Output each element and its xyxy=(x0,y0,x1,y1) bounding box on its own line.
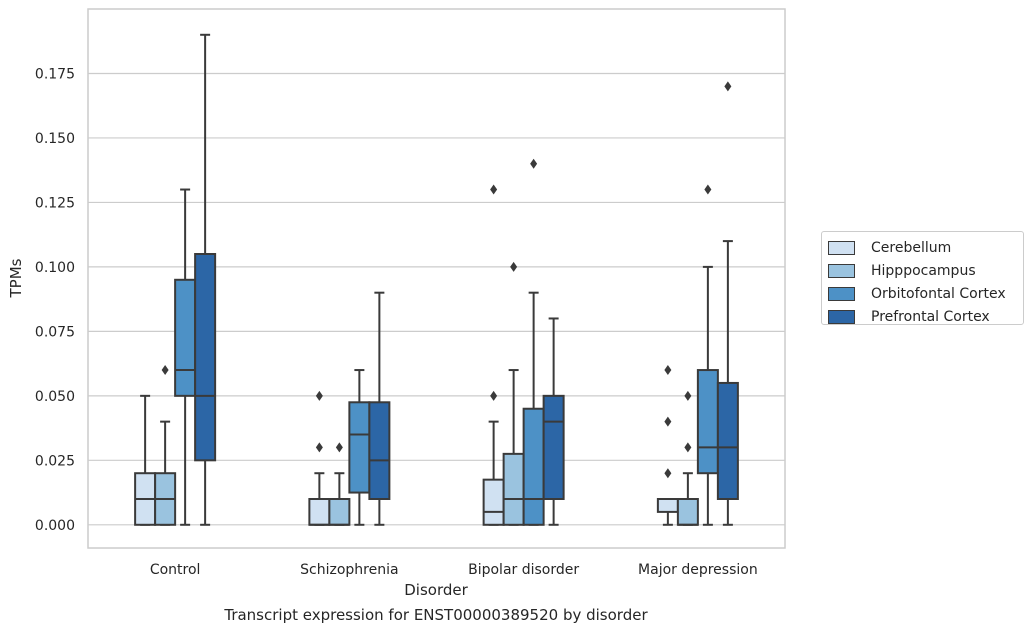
box-orbitofontal-cortex xyxy=(522,158,545,526)
legend-label-orbitofrontal: Orbitofontal Cortex xyxy=(871,285,1006,302)
box-orbitofontal-cortex xyxy=(696,184,719,526)
outlier-point xyxy=(664,468,672,479)
box-orbitofontal-cortex xyxy=(174,188,197,526)
y-tick-label: 0.000 xyxy=(35,518,75,534)
outlier-point xyxy=(684,390,692,401)
box-prefrontal-cortex xyxy=(542,317,565,526)
legend-label-hippocampus: Hipppocampus xyxy=(871,262,976,279)
box-iqr xyxy=(328,498,351,526)
outlier-point xyxy=(315,390,323,401)
outlier-point xyxy=(530,158,538,169)
box-orbitofontal-cortex xyxy=(348,369,371,526)
box-hipppocampus xyxy=(154,365,177,526)
legend-swatch-hippocampus xyxy=(828,263,855,278)
x-tick-label: Control xyxy=(150,562,201,578)
outlier-point xyxy=(724,81,732,92)
y-tick-label: 0.125 xyxy=(35,195,75,211)
x-tick-label: Bipolar disorder xyxy=(468,562,579,578)
y-tick-label: 0.050 xyxy=(35,389,75,405)
outlier-point xyxy=(684,442,692,453)
legend-swatch-prefrontal xyxy=(828,309,855,324)
legend-label-prefrontal: Prefrontal Cortex xyxy=(871,308,990,325)
box-hipppocampus xyxy=(328,442,351,526)
box-cerebellum xyxy=(482,184,505,526)
box-hipppocampus xyxy=(502,261,525,526)
outlier-point xyxy=(315,442,323,453)
axis-layer: 0.000 0.025 0.050 0.075 0.100 0.125 0.150 0.175… xyxy=(35,66,758,578)
legend-swatch-cerebellum xyxy=(828,240,855,255)
outlier-point xyxy=(664,365,672,376)
box-iqr xyxy=(174,278,197,397)
box-layer xyxy=(134,33,739,526)
box-iqr xyxy=(194,253,217,462)
legend-item-cerebellum: Cerebellum xyxy=(828,236,1023,259)
plot-frame xyxy=(87,8,786,549)
y-tick-label: 0.100 xyxy=(35,260,75,276)
box-iqr xyxy=(542,394,565,500)
box-prefrontal-cortex xyxy=(194,33,217,526)
outlier-point xyxy=(335,442,343,453)
y-tick-label: 0.075 xyxy=(35,324,75,340)
y-tick-label: 0.175 xyxy=(35,66,75,82)
box-iqr xyxy=(656,498,679,513)
x-tick-label: Major depression xyxy=(638,562,758,578)
box-iqr xyxy=(676,498,699,526)
box-cerebellum xyxy=(308,390,331,526)
box-prefrontal-cortex xyxy=(368,291,391,526)
y-tick-label: 0.025 xyxy=(35,453,75,469)
outlier-point xyxy=(490,390,498,401)
y-axis-label: TPMs xyxy=(7,258,25,298)
x-tick-label: Schizophrenia xyxy=(300,562,398,578)
chart-caption: Transcript expression for ENST0000038952… xyxy=(224,606,648,624)
outlier-point xyxy=(510,261,518,272)
box-prefrontal-cortex xyxy=(716,81,739,526)
box-iqr xyxy=(348,401,371,494)
legend: Cerebellum Hipppocampus Orbitofontal Cor… xyxy=(821,231,1024,325)
legend-item-prefrontal: Prefrontal Cortex xyxy=(828,305,1023,328)
box-iqr xyxy=(368,401,391,500)
outlier-point xyxy=(704,184,712,195)
x-axis-label: Disorder xyxy=(404,581,468,599)
box-cerebellum xyxy=(656,365,679,526)
box-hipppocampus xyxy=(676,390,699,526)
legend-item-orbitofrontal: Orbitofontal Cortex xyxy=(828,282,1023,305)
box-iqr xyxy=(696,369,719,475)
legend-item-hippocampus: Hipppocampus xyxy=(828,259,1023,282)
legend-swatch-orbitofrontal xyxy=(828,286,855,301)
outlier-point xyxy=(490,184,498,195)
legend-label-cerebellum: Cerebellum xyxy=(871,239,952,256)
outlier-point xyxy=(664,416,672,427)
box-iqr xyxy=(502,452,525,526)
outlier-point xyxy=(161,365,169,376)
box-iqr xyxy=(522,407,545,526)
box-cerebellum xyxy=(134,394,157,526)
box-iqr xyxy=(482,478,505,526)
box-iqr xyxy=(716,381,739,500)
box-iqr xyxy=(308,498,331,526)
y-tick-label: 0.150 xyxy=(35,131,75,147)
